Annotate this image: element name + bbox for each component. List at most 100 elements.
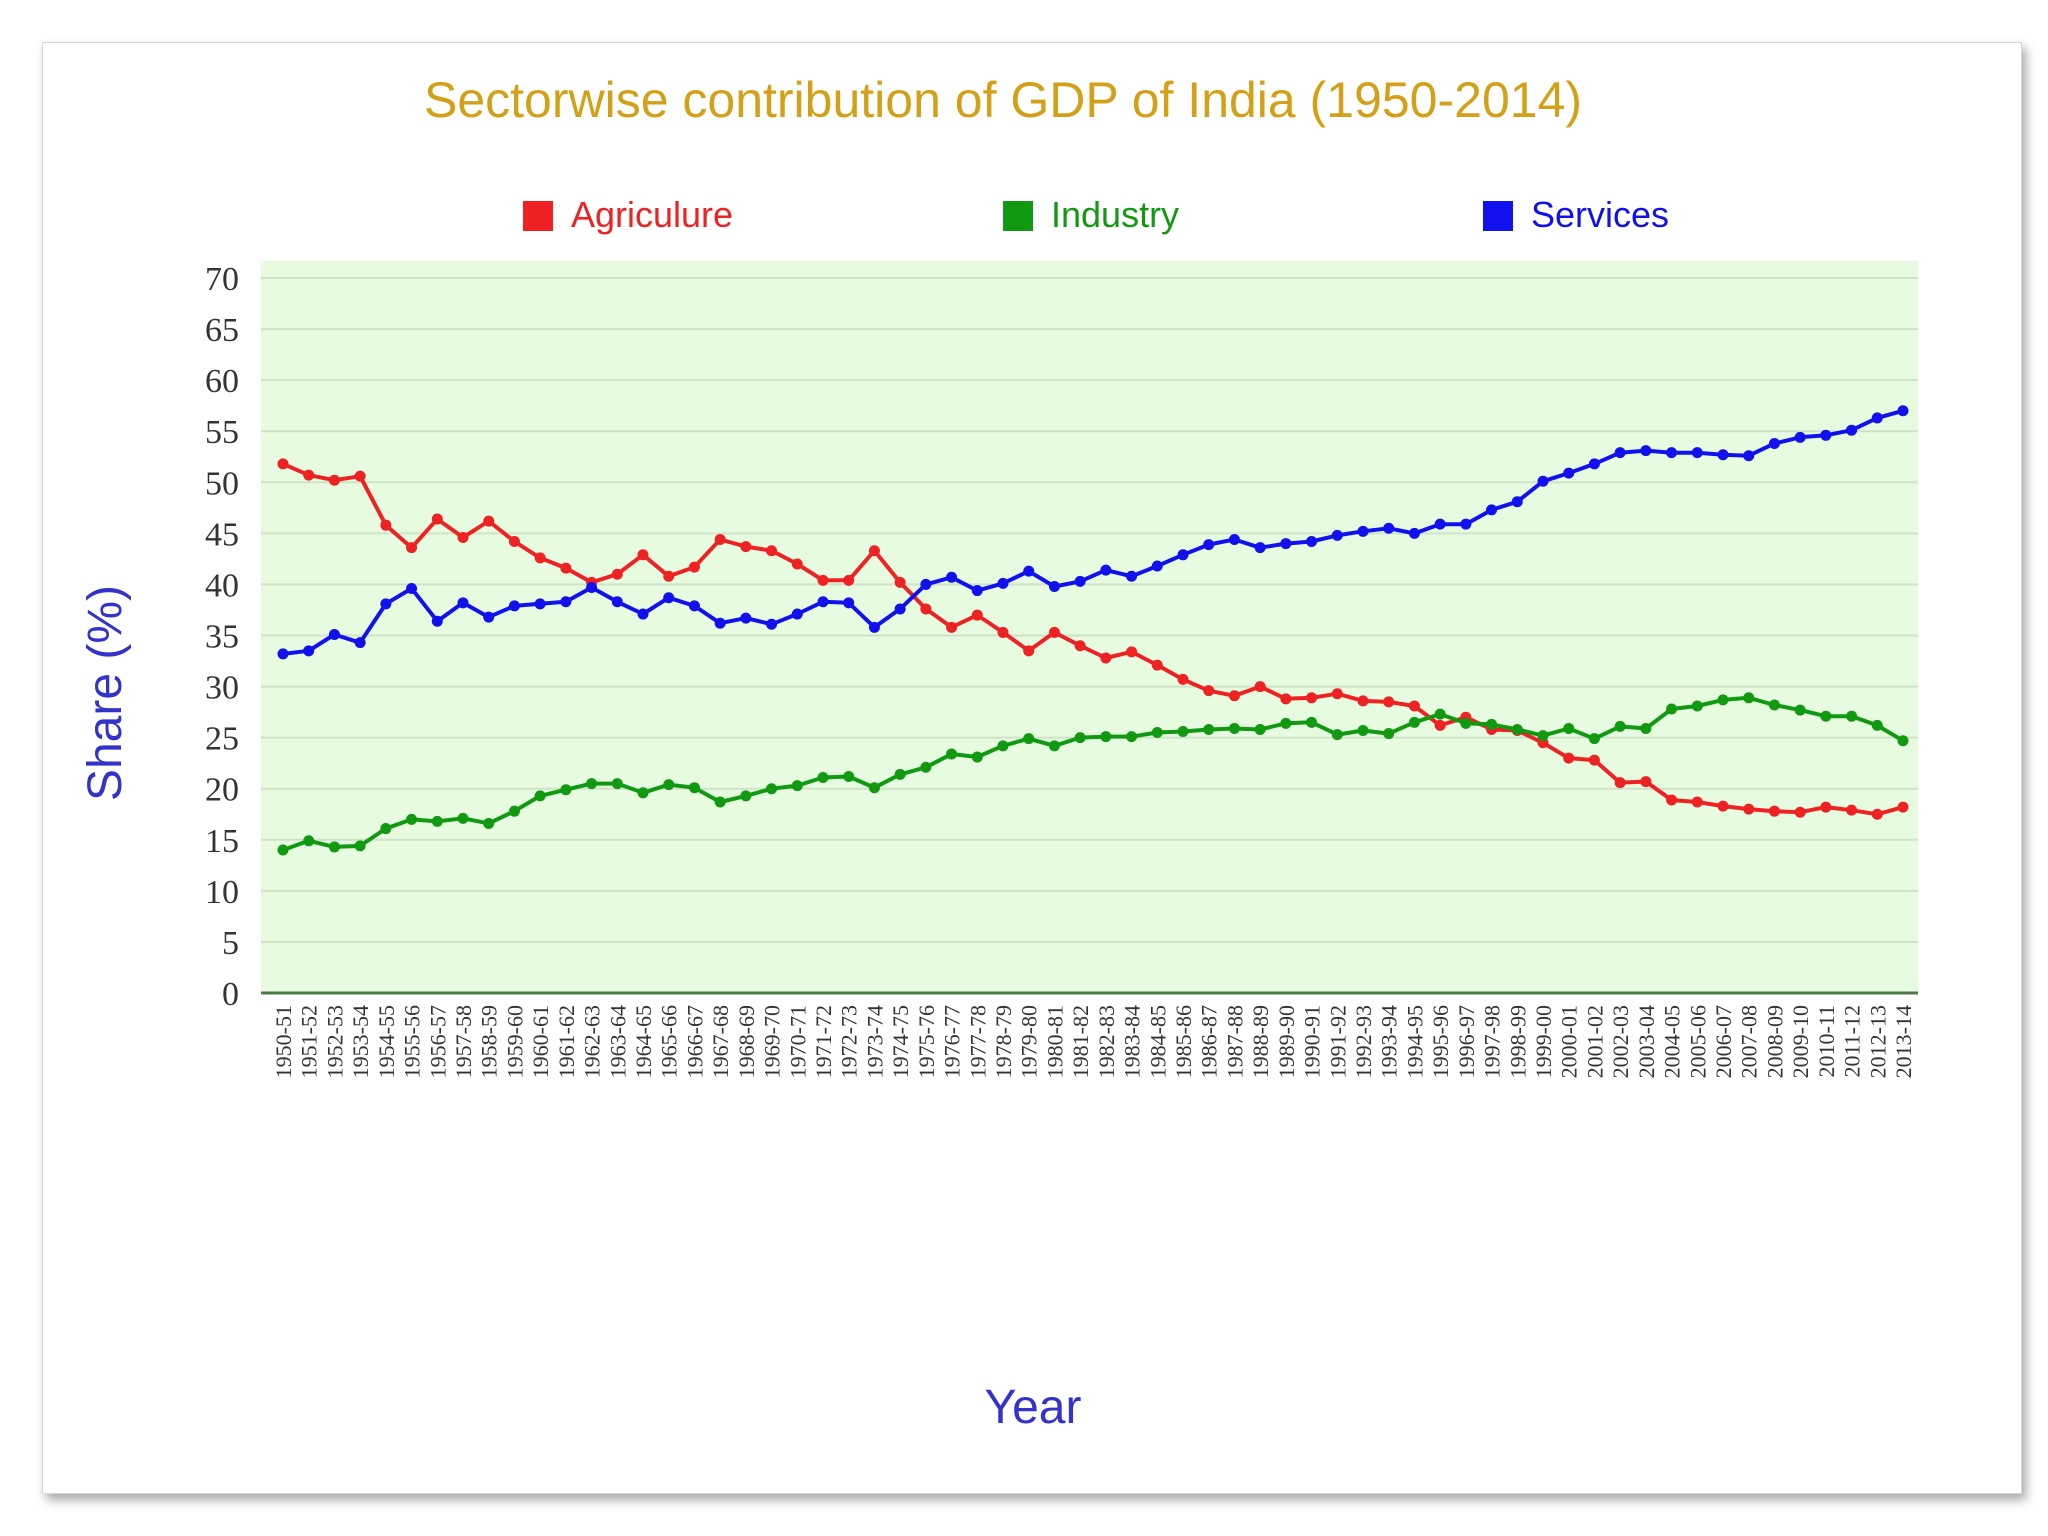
data-point (1203, 685, 1215, 697)
x-tick-label: 1989-90 (1274, 1005, 1299, 1078)
chart-title: Sectorwise contribution of GDP of India … (424, 72, 1582, 128)
x-tick-label: 2011-12 (1840, 1005, 1865, 1078)
data-point (586, 581, 598, 593)
data-point (1820, 801, 1832, 813)
series-2 (277, 405, 1909, 660)
data-point (328, 841, 340, 853)
data-point (946, 748, 958, 760)
x-tick-label: 1996-97 (1454, 1005, 1479, 1078)
data-point (1846, 804, 1858, 816)
legend: Agriculure Industry Services (523, 194, 1669, 235)
data-point (534, 598, 546, 610)
data-point (611, 596, 623, 608)
data-point (1640, 776, 1652, 788)
data-point (1228, 690, 1240, 702)
x-axis-label: Year (985, 1381, 1082, 1434)
data-point (1768, 699, 1780, 711)
data-point (1640, 722, 1652, 734)
data-point (1614, 777, 1626, 789)
data-point (1588, 458, 1600, 470)
series-line-2 (282, 408, 1904, 656)
data-point (714, 796, 726, 808)
data-point (1794, 431, 1806, 443)
y-tick-label-65: 65 (205, 312, 239, 349)
data-point (1820, 429, 1832, 441)
x-tick-label: 1990-91 (1300, 1005, 1325, 1078)
y-tick-label-15: 15 (205, 823, 239, 860)
data-point (483, 515, 495, 527)
x-tick-label: 2013-14 (1891, 1005, 1916, 1078)
data-point (1588, 733, 1600, 745)
data-point (1460, 518, 1472, 530)
x-tick-label: 1999-00 (1531, 1005, 1556, 1078)
data-point (1871, 412, 1883, 424)
data-point (1306, 692, 1318, 704)
data-point (1048, 580, 1060, 592)
data-point (740, 541, 752, 553)
x-tick-label: 1993-94 (1377, 1005, 1402, 1078)
series-0 (277, 458, 1909, 820)
data-point (1306, 716, 1318, 728)
data-point (1691, 796, 1703, 808)
y-tick-label-45: 45 (205, 516, 239, 553)
data-point (663, 779, 675, 791)
data-point (714, 533, 726, 545)
data-point (1743, 803, 1755, 815)
data-point (586, 778, 598, 790)
data-point (406, 542, 418, 554)
data-point (1306, 536, 1318, 548)
data-point (868, 782, 880, 794)
x-tick-label: 1956-57 (425, 1005, 450, 1078)
data-point (354, 470, 366, 482)
data-point (843, 574, 855, 586)
data-point (791, 558, 803, 570)
x-tick-label: 1952-53 (322, 1005, 347, 1078)
data-point (1588, 754, 1600, 766)
y-tick-label-25: 25 (205, 721, 239, 758)
x-tick-label: 1953-54 (348, 1005, 373, 1078)
data-point (1254, 681, 1266, 693)
legend-swatch-1 (1003, 201, 1033, 231)
data-point (920, 578, 932, 590)
data-point (1100, 731, 1112, 743)
data-point (1794, 806, 1806, 818)
data-point (534, 790, 546, 802)
data-point (1203, 723, 1215, 735)
y-axis-ticks: 0 5 10 15 20 25 30 35 40 45 50 55 60 65 70 (205, 261, 239, 1013)
data-point (303, 835, 315, 847)
x-tick-label: 1951-52 (297, 1005, 322, 1078)
data-point (1408, 527, 1420, 539)
data-point (1537, 475, 1549, 487)
data-point (1357, 724, 1369, 736)
data-point (1486, 504, 1498, 516)
data-point (1074, 575, 1086, 587)
data-point (1383, 522, 1395, 534)
data-point (740, 790, 752, 802)
data-point (1846, 710, 1858, 722)
data-point (1666, 447, 1678, 459)
x-tick-label: 1991-92 (1325, 1005, 1350, 1078)
x-tick-label: 1987-88 (1222, 1005, 1247, 1078)
data-point (1048, 626, 1060, 638)
data-point (1023, 565, 1035, 577)
data-point (1280, 693, 1292, 705)
x-tick-label: 1978-79 (991, 1005, 1016, 1078)
data-point (1717, 449, 1729, 461)
x-tick-label: 1966-67 (682, 1005, 707, 1078)
data-point (817, 596, 829, 608)
x-tick-label: 1984-85 (1145, 1005, 1170, 1078)
y-tick-label-50: 50 (205, 465, 239, 502)
x-tick-label: 1997-98 (1480, 1005, 1505, 1078)
data-point (1614, 447, 1626, 459)
data-point (1794, 704, 1806, 716)
data-point (1074, 732, 1086, 744)
x-tick-label: 2012-13 (1865, 1005, 1890, 1078)
data-point (1357, 695, 1369, 707)
data-point (997, 626, 1009, 638)
data-point (611, 778, 623, 790)
x-tick-label: 1986-87 (1197, 1005, 1222, 1078)
x-tick-label: 1963-64 (605, 1005, 630, 1078)
data-point (817, 771, 829, 783)
x-tick-label: 1964-65 (631, 1005, 656, 1078)
data-point (946, 571, 958, 583)
